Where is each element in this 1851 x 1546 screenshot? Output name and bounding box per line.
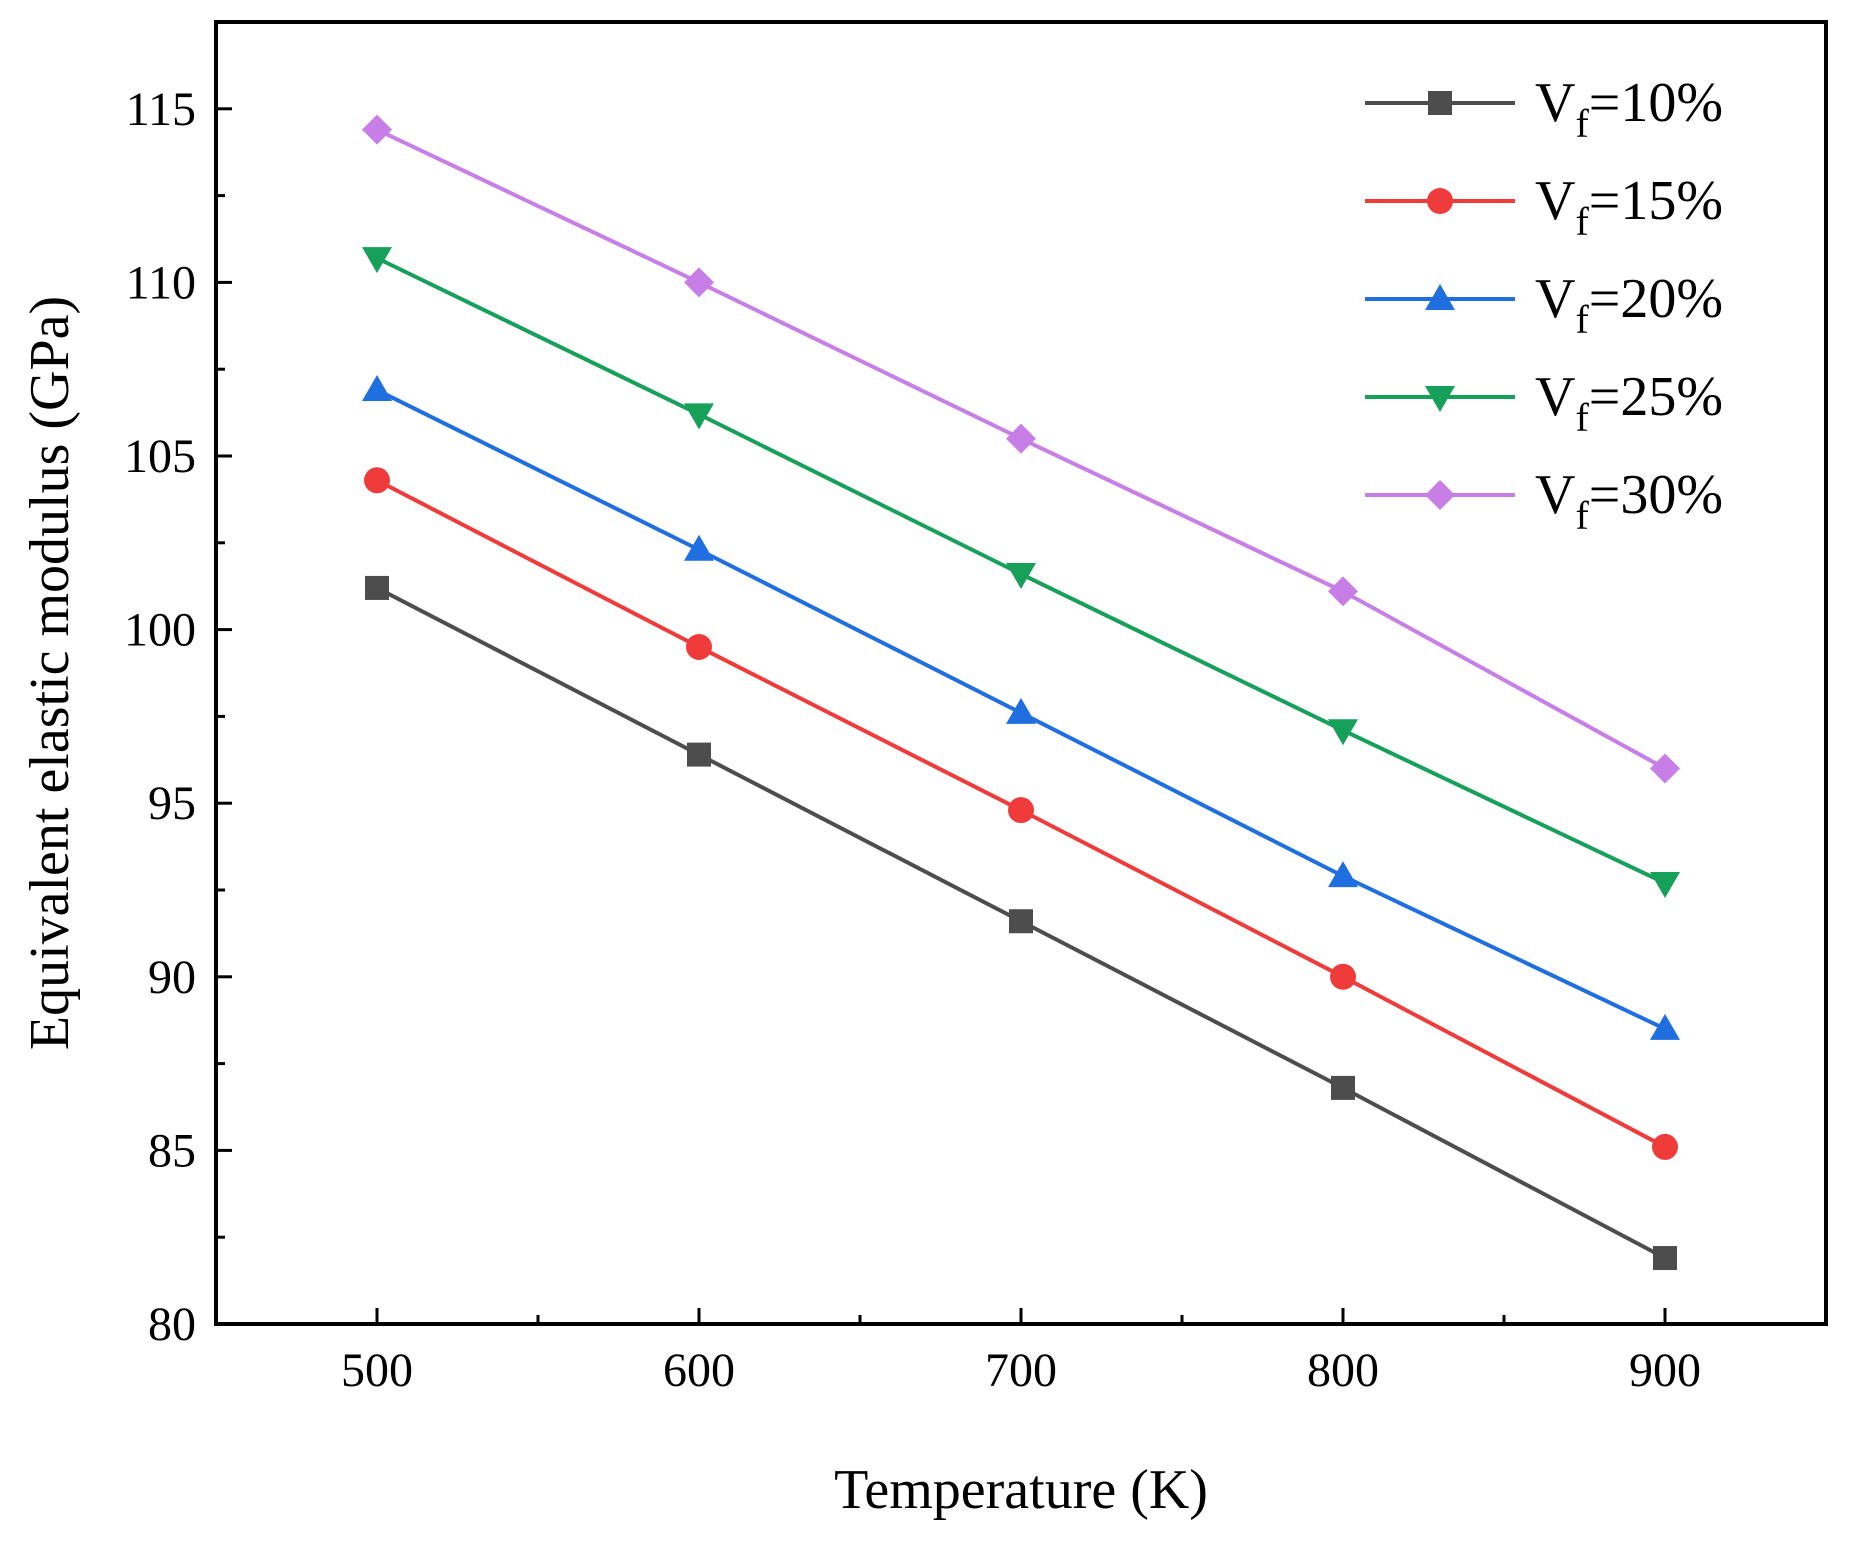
data-point: [362, 247, 392, 274]
data-point: [684, 267, 714, 298]
legend-label: Vf=25%: [1535, 366, 1723, 440]
data-point: [1006, 697, 1036, 724]
series-3: [362, 375, 1680, 1040]
y-tick-label: 105: [124, 430, 196, 483]
y-tick-label: 100: [124, 604, 196, 657]
y-tick-label: 115: [126, 83, 196, 136]
y-tick-label: 85: [148, 1124, 196, 1177]
legend-label: Vf=20%: [1535, 268, 1723, 342]
legend-marker: [1427, 188, 1453, 214]
data-point: [684, 534, 714, 561]
data-point: [362, 375, 392, 402]
data-point: [1652, 1133, 1678, 1160]
data-point: [1650, 872, 1680, 899]
data-point: [1331, 1075, 1355, 1100]
legend-entry: Vf=15%: [1365, 170, 1723, 244]
data-point: [362, 114, 392, 145]
legend-entry: Vf=20%: [1365, 268, 1723, 342]
x-axis-ticks: 500 600 700 800 900: [341, 1308, 1701, 1397]
x-tick-label: 600: [663, 1344, 735, 1397]
data-point: [1650, 1013, 1680, 1040]
series-4: [362, 247, 1680, 899]
data-point: [1328, 861, 1358, 888]
legend-marker: [1425, 480, 1455, 510]
data-point: [686, 633, 712, 660]
series-1: [365, 575, 1677, 1271]
data-point: [1009, 909, 1033, 934]
y-axis-ticks: 80 85 90 95 100 105 110 115: [124, 83, 232, 1351]
data-point: [1328, 576, 1358, 607]
x-axis-title: Temperature (K): [834, 1459, 1208, 1521]
legend-marker: [1425, 386, 1455, 412]
legend-entry: Vf=10%: [1365, 72, 1723, 146]
data-point: [1006, 563, 1036, 590]
data-point: [1653, 1246, 1677, 1271]
y-tick-label: 90: [148, 951, 196, 1004]
legend-label: Vf=10%: [1535, 72, 1723, 146]
x-tick-label: 800: [1307, 1344, 1379, 1397]
data-point: [687, 742, 711, 767]
data-point: [684, 403, 714, 430]
x-tick-label: 900: [1629, 1344, 1701, 1397]
x-tick-label: 500: [341, 1344, 413, 1397]
data-point: [364, 467, 390, 494]
y-tick-label: 110: [126, 256, 196, 309]
y-axis-title: Equivalent elastic modulus (GPa): [19, 296, 81, 1050]
legend-label: Vf=15%: [1535, 170, 1723, 244]
series-2: [364, 467, 1678, 1160]
legend: Vf=10% Vf=15% Vf=20% Vf=25% Vf=30%: [1365, 72, 1723, 538]
y-tick-label: 80: [148, 1298, 196, 1351]
legend-entry: Vf=30%: [1365, 464, 1723, 538]
series-5: [362, 114, 1680, 784]
data-point: [1650, 753, 1680, 784]
data-point: [1008, 797, 1034, 824]
data-point: [1006, 423, 1036, 454]
data-point: [365, 575, 389, 600]
data-point: [1328, 719, 1358, 746]
data-point: [1330, 963, 1356, 990]
legend-entry: Vf=25%: [1365, 366, 1723, 440]
series-layer: [362, 114, 1680, 1271]
legend-marker: [1428, 91, 1452, 115]
y-tick-label: 95: [148, 777, 196, 830]
legend-marker: [1425, 284, 1455, 310]
legend-label: Vf=30%: [1535, 464, 1723, 538]
x-tick-label: 700: [985, 1344, 1057, 1397]
